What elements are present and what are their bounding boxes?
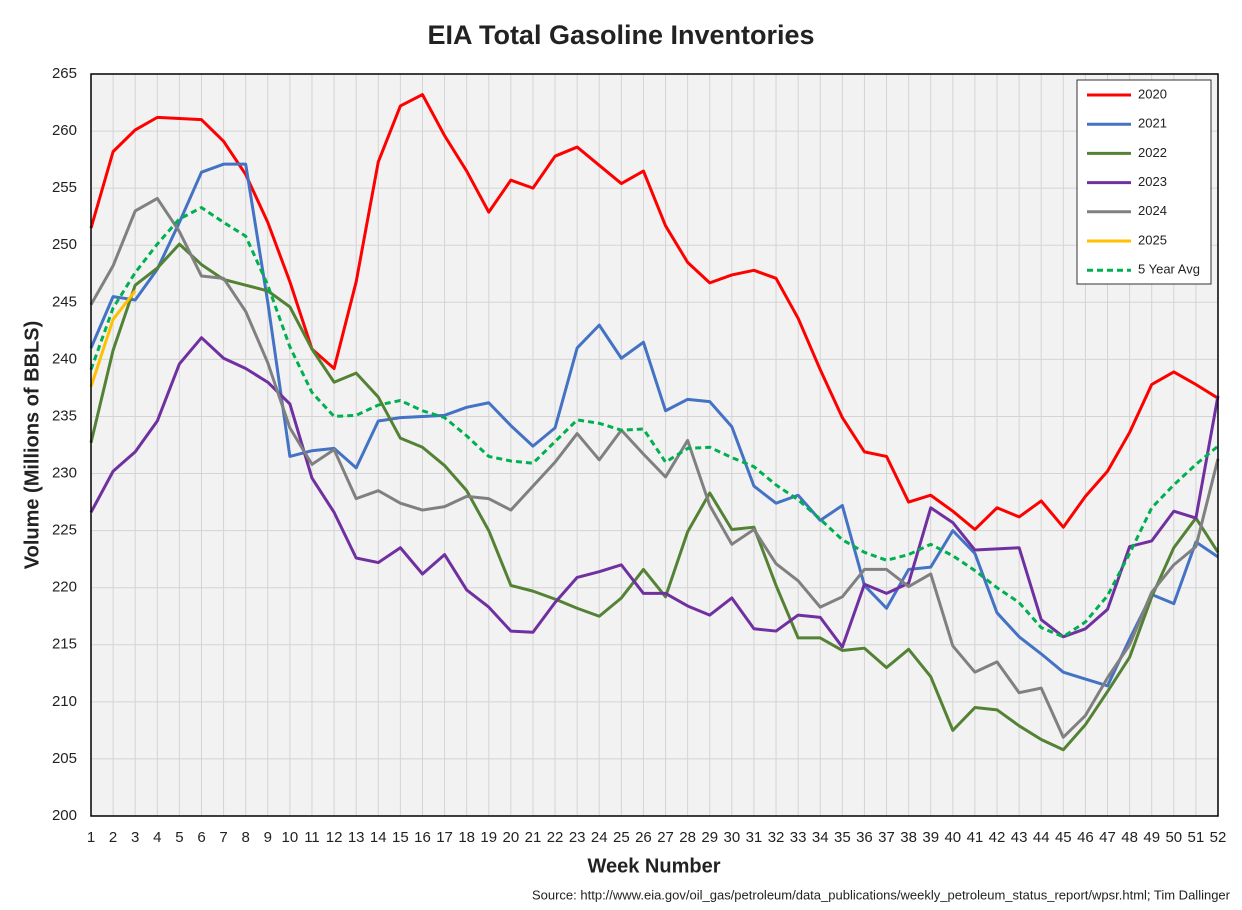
x-tick-label: 24 [591, 829, 608, 846]
x-axis-label: Week Number [587, 855, 720, 877]
x-tick-label: 25 [613, 829, 630, 846]
series-line [89, 242, 1220, 752]
x-tick-label: 14 [370, 829, 387, 846]
source-note: Source: http://www.eia.gov/oil_gas/petro… [532, 887, 1231, 902]
x-tick-label: 42 [989, 829, 1006, 846]
x-tick-label: 26 [635, 829, 652, 846]
x-tick-label: 36 [856, 829, 873, 846]
x-tick-label: 21 [525, 829, 542, 846]
lines [89, 93, 1220, 752]
x-tick-label: 16 [414, 829, 431, 846]
y-tick-label: 215 [52, 636, 77, 653]
x-tick-label: 50 [1165, 829, 1182, 846]
x-tick-label: 19 [480, 829, 497, 846]
legend-label: 2025 [1138, 232, 1167, 247]
y-tick-label: 220 [52, 579, 77, 596]
series-line [89, 93, 1219, 531]
x-tick-label: 40 [944, 829, 961, 846]
legend-label: 2022 [1138, 145, 1167, 160]
y-tick-label: 210 [52, 693, 77, 710]
x-tick-label: 29 [701, 829, 718, 846]
x-tick-label: 4 [153, 829, 161, 846]
series-line [89, 206, 1219, 639]
y-tick-label: 250 [52, 236, 77, 253]
legend-label: 2021 [1138, 116, 1167, 131]
x-tick-label: 23 [569, 829, 586, 846]
x-tick-label: 18 [458, 829, 475, 846]
x-tick-label: 7 [219, 829, 227, 846]
x-tick-label: 35 [834, 829, 851, 846]
x-tick-label: 11 [304, 829, 320, 846]
x-tick-label: 32 [768, 829, 785, 846]
x-tick-label: 47 [1099, 829, 1116, 846]
y-tick-label: 260 [52, 122, 77, 139]
x-tick-label: 49 [1143, 829, 1160, 846]
x-tick-label: 41 [967, 829, 984, 846]
y-tick-label: 240 [52, 350, 77, 367]
x-tick-label: 12 [326, 829, 343, 846]
x-tick-label: 13 [348, 829, 365, 846]
ticks: 2002052102152202252302352402452502552602… [52, 65, 1226, 846]
x-tick-label: 2 [109, 829, 117, 846]
x-tick-label: 45 [1055, 829, 1072, 846]
y-tick-label: 200 [52, 807, 77, 824]
y-tick-label: 235 [52, 407, 77, 424]
x-tick-label: 37 [878, 829, 895, 846]
x-tick-label: 8 [242, 829, 250, 846]
x-tick-label: 34 [812, 829, 829, 846]
x-tick-label: 5 [175, 829, 183, 846]
x-tick-label: 3 [131, 829, 139, 846]
x-tick-label: 48 [1121, 829, 1138, 846]
x-tick-label: 31 [746, 829, 763, 846]
legend: 2020 2021 2022 2023 2024 2025 5 Year Avg [1076, 79, 1212, 285]
x-tick-label: 6 [197, 829, 205, 846]
x-tick-label: 28 [679, 829, 696, 846]
series-line [89, 289, 137, 388]
grid [90, 73, 1219, 817]
chart-title: EIA Total Gasoline Inventories [427, 20, 814, 50]
x-tick-label: 33 [790, 829, 807, 846]
series-line [89, 196, 1220, 739]
plot-border [90, 73, 1219, 817]
x-tick-label: 52 [1210, 829, 1227, 846]
x-tick-label: 1 [87, 829, 95, 846]
x-tick-label: 44 [1033, 829, 1050, 846]
x-tick-label: 22 [547, 829, 564, 846]
y-tick-label: 255 [52, 179, 77, 196]
x-tick-label: 17 [436, 829, 453, 846]
x-tick-label: 38 [900, 829, 917, 846]
y-tick-label: 225 [52, 522, 77, 539]
x-tick-label: 46 [1077, 829, 1094, 846]
legend-label: 2024 [1138, 203, 1167, 218]
x-tick-label: 43 [1011, 829, 1028, 846]
x-tick-label: 27 [657, 829, 674, 846]
y-tick-label: 205 [52, 750, 77, 767]
x-tick-label: 20 [503, 829, 520, 846]
y-tick-label: 230 [52, 465, 77, 482]
y-tick-label: 245 [52, 293, 77, 310]
y-tick-label: 265 [52, 65, 77, 82]
legend-label: 5 Year Avg [1138, 262, 1200, 277]
x-tick-label: 15 [392, 829, 409, 846]
y-axis-label: Volume (Millions of BBLS) [21, 321, 43, 570]
legend-label: 2023 [1138, 174, 1167, 189]
legend-label: 2020 [1138, 86, 1167, 101]
x-tick-label: 39 [922, 829, 939, 846]
x-tick-label: 9 [264, 829, 272, 846]
series-line [89, 162, 1219, 688]
x-tick-label: 10 [282, 829, 299, 846]
x-tick-label: 51 [1188, 829, 1205, 846]
x-tick-label: 30 [723, 829, 740, 846]
